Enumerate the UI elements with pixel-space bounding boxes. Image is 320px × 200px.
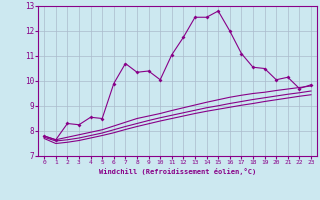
X-axis label: Windchill (Refroidissement éolien,°C): Windchill (Refroidissement éolien,°C) (99, 168, 256, 175)
